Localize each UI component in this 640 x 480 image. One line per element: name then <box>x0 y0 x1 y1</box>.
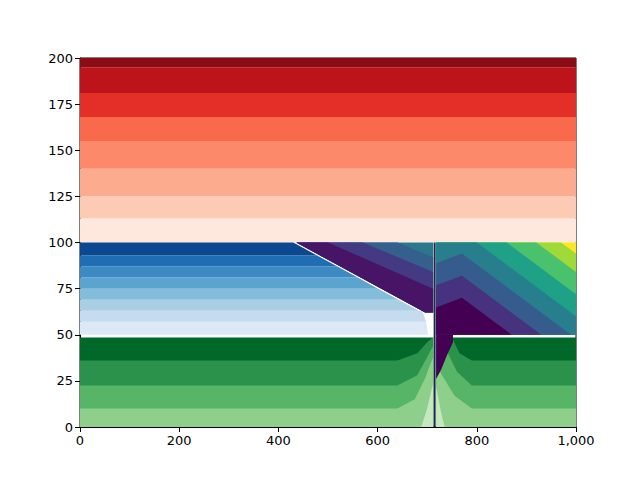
svg-text:1,000: 1,000 <box>557 433 594 448</box>
svg-text:0: 0 <box>76 433 84 448</box>
svg-text:50: 50 <box>56 327 73 342</box>
svg-text:200: 200 <box>48 51 73 66</box>
svg-text:600: 600 <box>365 433 390 448</box>
svg-text:75: 75 <box>56 281 73 296</box>
svg-text:0: 0 <box>65 420 73 435</box>
svg-text:175: 175 <box>48 97 73 112</box>
svg-text:125: 125 <box>48 189 73 204</box>
svg-text:100: 100 <box>48 235 73 250</box>
svg-text:400: 400 <box>266 433 291 448</box>
svg-text:200: 200 <box>167 433 192 448</box>
svg-text:800: 800 <box>464 433 489 448</box>
svg-text:25: 25 <box>56 373 73 388</box>
svg-text:150: 150 <box>48 143 73 158</box>
